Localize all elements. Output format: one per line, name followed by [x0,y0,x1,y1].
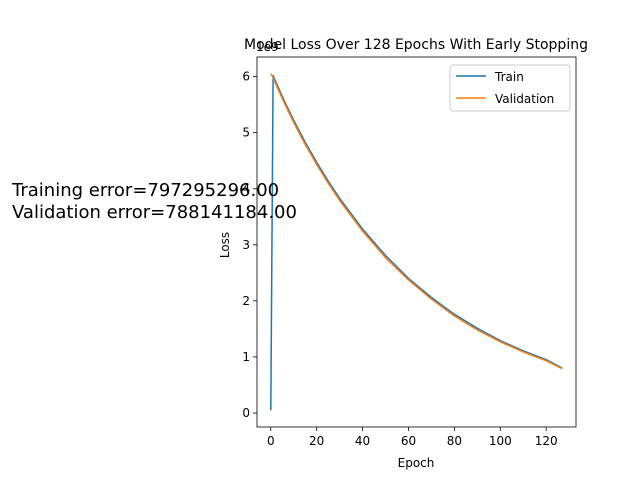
axes-frame [256,56,577,428]
x-tick-label: 20 [309,434,324,448]
validation-error-annotation: Validation error=788141184.00 [12,202,297,223]
x-tick-label: 80 [447,434,462,448]
y-tick-label: 5 [242,126,250,140]
x-axis-label: Epoch [398,456,435,470]
x-tick-label: 100 [489,434,512,448]
y-tick-label: 3 [242,238,250,252]
x-tick-label: 40 [355,434,370,448]
training-error-annotation: Training error=797295296.00 [11,180,279,201]
legend-validation-label: Validation [495,92,554,106]
y-tick-label: 2 [242,294,250,308]
y-tick-label: 6 [242,70,250,84]
y-offset-label: 1e9 [256,40,279,54]
legend-train-label: Train [494,70,524,84]
y-tick-label: 4 [242,182,250,196]
chart-title: Model Loss Over 128 Epochs With Early St… [244,37,588,53]
y-tick-label: 0 [242,406,250,420]
x-tick-label: 120 [535,434,558,448]
y-tick-label: 1 [242,350,250,364]
series-line-validation [270,73,563,370]
y-axis-label: Loss [218,232,232,258]
plot-area [257,57,576,427]
x-tick-label: 60 [401,434,416,448]
x-tick-label: 0 [267,434,275,448]
series-line-train [270,74,563,411]
legend: Train Validation [449,64,571,112]
